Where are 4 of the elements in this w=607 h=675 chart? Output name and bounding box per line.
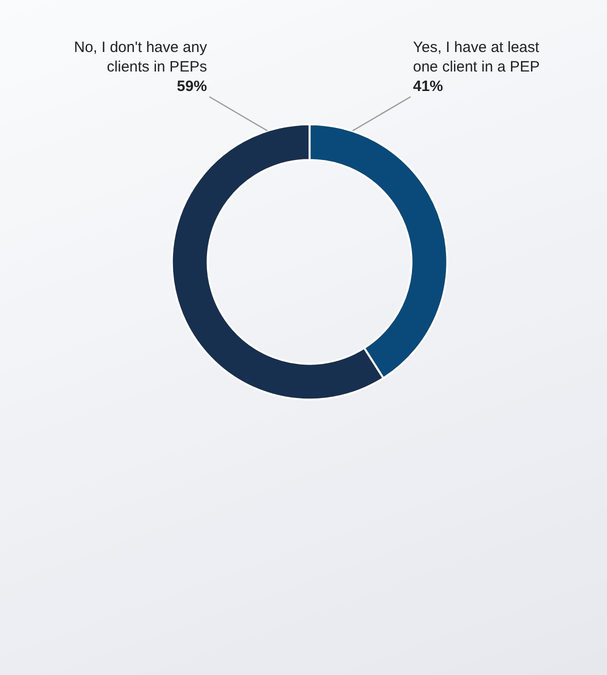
- data-label: 59%: [176, 78, 207, 95]
- data-label: 41%: [413, 78, 444, 95]
- slice-label: No, I don't have any clients in PEPs: [74, 39, 208, 76]
- slice-label: Yes, I have at least one client in a PEP: [413, 39, 540, 76]
